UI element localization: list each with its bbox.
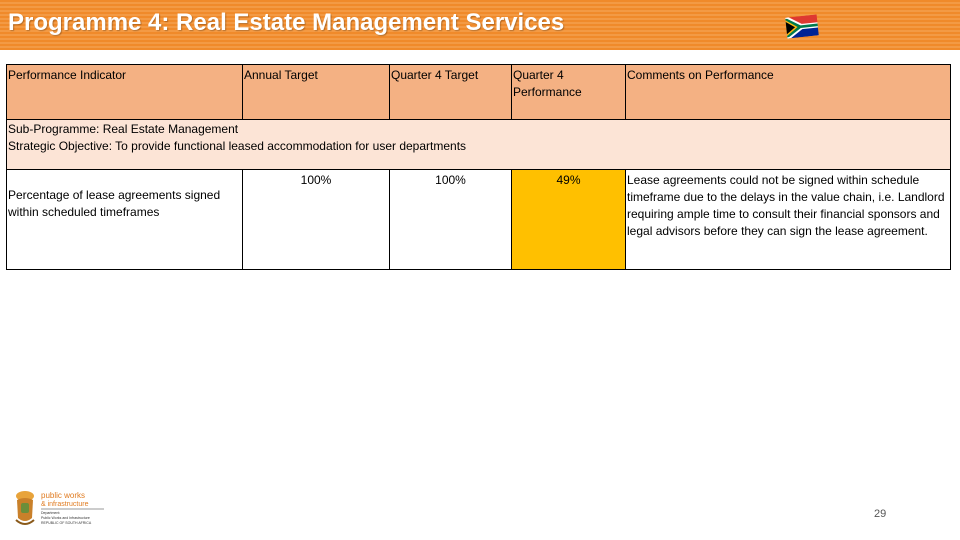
q4-target-cell: 100% bbox=[389, 169, 512, 270]
logo-line1: public works bbox=[41, 491, 85, 500]
indicator-cell: Percentage of lease agreements signed wi… bbox=[6, 169, 243, 270]
strategic-objective: Strategic Objective: To provide function… bbox=[8, 139, 467, 153]
slide-title: Programme 4: Real Estate Management Serv… bbox=[8, 9, 565, 36]
table-header-row: Performance Indicator Annual Target Quar… bbox=[6, 64, 951, 120]
subprogramme-cell: Sub-Programme: Real Estate Management St… bbox=[6, 119, 951, 170]
logo-line3: Department: bbox=[41, 511, 60, 515]
header-annual-target: Annual Target bbox=[242, 64, 390, 120]
coat-of-arms-icon bbox=[15, 491, 35, 525]
subprogramme-name: Sub-Programme: Real Estate Management bbox=[8, 122, 239, 136]
table-row: Percentage of lease agreements signed wi… bbox=[6, 169, 951, 270]
header-comments: Comments on Performance bbox=[625, 64, 951, 120]
annual-target-cell: 100% bbox=[242, 169, 390, 270]
logo-line2: & infrastructure bbox=[41, 501, 89, 508]
department-logo: public works & infrastructure Department… bbox=[15, 491, 104, 525]
header-q4-performance: Quarter 4 Performance bbox=[511, 64, 626, 120]
title-bar: Programme 4: Real Estate Management Serv… bbox=[0, 0, 960, 50]
subprogramme-row: Sub-Programme: Real Estate Management St… bbox=[6, 119, 951, 170]
comment-cell: Lease agreements could not be signed wit… bbox=[625, 169, 951, 270]
performance-table: Performance Indicator Annual Target Quar… bbox=[6, 64, 951, 270]
south-africa-flag-icon bbox=[785, 14, 819, 39]
page-number: 29 bbox=[874, 508, 887, 520]
logo-line4: Public Works and Infrastructure bbox=[41, 516, 90, 520]
q4-performance-cell: 49% bbox=[511, 169, 626, 270]
logo-line5: REPUBLIC OF SOUTH AFRICA bbox=[41, 521, 92, 525]
header-q4-target: Quarter 4 Target bbox=[389, 64, 512, 120]
header-performance-indicator: Performance Indicator bbox=[6, 64, 243, 120]
